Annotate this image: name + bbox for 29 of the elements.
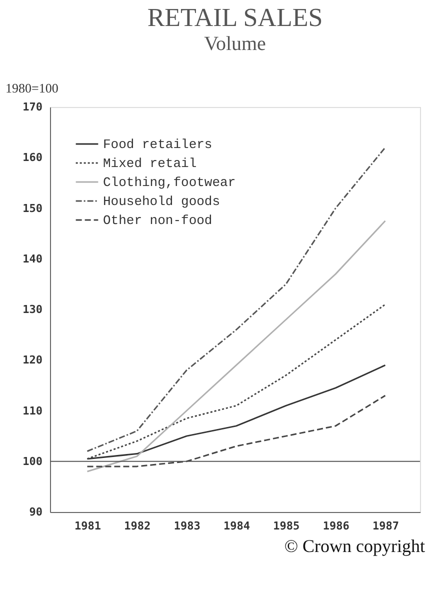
y-tick-label: 120 <box>22 354 42 367</box>
line-series <box>86 394 386 468</box>
x-tick-label: 1984 <box>223 520 250 532</box>
line-series <box>86 364 386 460</box>
line-series <box>86 146 386 452</box>
legend-label: Mixed retail <box>103 156 197 171</box>
y-axis-title: 1980=100 <box>6 80 58 96</box>
line-series <box>86 304 386 460</box>
y-tick-label: 110 <box>22 404 42 418</box>
x-tick-label: 1982 <box>124 520 151 532</box>
y-tick-label: 140 <box>22 252 42 266</box>
x-tick-label: 1983 <box>174 520 200 532</box>
y-tick-label: 130 <box>22 303 42 316</box>
legend-label: Food retailers <box>103 137 212 152</box>
x-tick-label: 1981 <box>74 520 102 532</box>
chart-title: RETAIL SALES <box>147 3 323 32</box>
y-tick-label: 100 <box>22 454 42 468</box>
y-tick-label: 90 <box>29 506 42 518</box>
chart-subtitle: Volume <box>204 33 266 55</box>
x-tick-label: 1986 <box>322 520 350 532</box>
y-tick-label: 160 <box>22 151 42 164</box>
y-tick-label: 150 <box>22 202 42 215</box>
x-tick-label: 1987 <box>372 520 399 532</box>
legend-label: Household goods <box>103 194 220 209</box>
legend-label: Clothing,footwear <box>103 175 236 190</box>
text: © Crown copyright <box>284 536 425 556</box>
x-tick-label: 1985 <box>273 520 300 532</box>
y-tick-label: 170 <box>22 100 42 114</box>
legend-label: Other non-food <box>103 213 212 228</box>
